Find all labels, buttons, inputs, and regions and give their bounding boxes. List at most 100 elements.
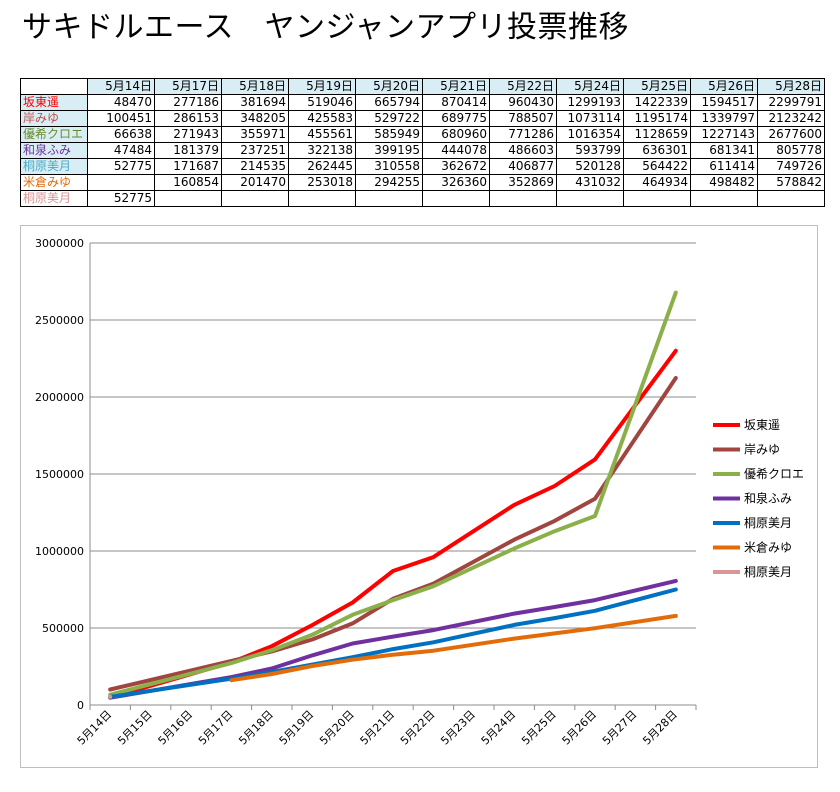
data-table: 5月14日 5月17日 5月18日 5月19日 5月20日 5月21日 5月22日 5月24日… xyxy=(20,78,825,207)
table-cell: 805778 xyxy=(757,142,825,159)
x-tick-label: 5月16日 xyxy=(156,708,196,748)
y-tick-label: 2000000 xyxy=(35,391,84,404)
y-tick-label: 2500000 xyxy=(35,314,84,327)
table-cell: 749726 xyxy=(757,158,825,175)
table-date-header: 5月28日 xyxy=(757,78,825,95)
table-cell: 689775 xyxy=(422,110,490,127)
table-cell: 253018 xyxy=(288,174,356,191)
x-tick-label: 5月15日 xyxy=(115,708,155,748)
table-cell: 788507 xyxy=(489,110,557,127)
series-line xyxy=(108,578,678,700)
table-cell: 2123242 xyxy=(757,110,825,127)
table-date-header: 5月21日 xyxy=(422,78,490,95)
table-cell xyxy=(288,190,356,207)
series-line xyxy=(229,613,678,683)
table-row-name: 岸みゆ xyxy=(20,110,88,127)
table-date-header: 5月14日 xyxy=(87,78,155,95)
table-cell: 294255 xyxy=(355,174,423,191)
table-cell: 406877 xyxy=(489,158,557,175)
table-row: 桐原美月 52775 171687 214535 262445 310558 362672 4… xyxy=(20,158,825,175)
table-row-name: 坂東遥 xyxy=(20,94,88,111)
legend-label: 米倉みゆ xyxy=(744,540,792,555)
x-tick-label: 5月18日 xyxy=(236,708,276,748)
table-cell: 326360 xyxy=(422,174,490,191)
legend-label: 岸みゆ xyxy=(744,443,780,457)
table-cell xyxy=(154,190,222,207)
x-tick-label: 5月28日 xyxy=(640,708,680,748)
table-cell: 681341 xyxy=(690,142,758,159)
table-row-name: 米倉みゆ xyxy=(20,174,88,191)
table-cell: 1073114 xyxy=(556,110,624,127)
table-cell: 322138 xyxy=(288,142,356,159)
table-date-header: 5月19日 xyxy=(288,78,356,95)
table-cell: 611414 xyxy=(690,158,758,175)
y-tick-label: 1500000 xyxy=(35,468,84,481)
table-cell: 201470 xyxy=(221,174,289,191)
table-row: 坂東遥 48470 277186 381694 519046 665794 870414 96… xyxy=(20,94,825,111)
table-cell: 486603 xyxy=(489,142,557,159)
table-row-name: 桐原美月 xyxy=(20,190,88,207)
x-tick-label: 5月14日 xyxy=(75,708,115,748)
table-cell: 529722 xyxy=(355,110,423,127)
table-cell: 381694 xyxy=(221,94,289,111)
table-cell: 1128659 xyxy=(623,126,691,143)
table-cell xyxy=(221,190,289,207)
table-cell: 585949 xyxy=(355,126,423,143)
series-lines xyxy=(108,290,678,700)
table-cell xyxy=(87,174,155,191)
page-title: サキドルエース ヤンジャンアプリ投票推移 xyxy=(22,10,629,45)
x-tick-label: 5月24日 xyxy=(479,708,519,748)
table-cell xyxy=(757,190,825,207)
line-chart: 0 500000 1000000 1500000 2000000 2500000 30000… xyxy=(35,237,804,748)
table-row: 優希クロエ 66638 271943 355971 455561 585949 680960… xyxy=(20,126,825,143)
table-cell: 680960 xyxy=(422,126,490,143)
table-cell: 960430 xyxy=(489,94,557,111)
legend-label: 桐原美月 xyxy=(744,565,792,579)
table-cell: 464934 xyxy=(623,174,691,191)
table-header-row: 5月14日 5月17日 5月18日 5月19日 5月20日 5月21日 5月22日 5月24日… xyxy=(20,78,825,95)
table-cell: 593799 xyxy=(556,142,624,159)
table-cell: 2677600 xyxy=(757,126,825,143)
series-line xyxy=(108,587,678,699)
table-cell: 1016354 xyxy=(556,126,624,143)
table-cell xyxy=(355,190,423,207)
table-cell: 286153 xyxy=(154,110,222,127)
x-tick-label: 5月20日 xyxy=(317,708,357,748)
legend-label: 和泉ふみ xyxy=(744,492,792,506)
table-cell: 1227143 xyxy=(690,126,758,143)
table-cell: 636301 xyxy=(623,142,691,159)
table-cell xyxy=(556,190,624,207)
table-cell: 399195 xyxy=(355,142,423,159)
table-cell: 47484 xyxy=(87,142,155,159)
table-row-name: 桐原美月 xyxy=(20,158,88,175)
y-tick-label: 0 xyxy=(77,699,84,712)
table-cell: 455561 xyxy=(288,126,356,143)
table-cell: 271943 xyxy=(154,126,222,143)
table-cell: 277186 xyxy=(154,94,222,111)
table-cell: 160854 xyxy=(154,174,222,191)
table-cell: 1299193 xyxy=(556,94,624,111)
x-tick-label: 5月25日 xyxy=(519,708,559,748)
x-tick-label: 5月27日 xyxy=(600,708,640,748)
legend-label: 坂東遥 xyxy=(744,418,780,432)
table-cell: 171687 xyxy=(154,158,222,175)
table-cell xyxy=(422,190,490,207)
table-date-header: 5月18日 xyxy=(221,78,289,95)
table-cell: 665794 xyxy=(355,94,423,111)
y-tick-label: 3000000 xyxy=(35,237,84,250)
table-cell: 237251 xyxy=(221,142,289,159)
table-cell: 444078 xyxy=(422,142,490,159)
y-tick-label: 500000 xyxy=(42,622,84,635)
table-cell: 519046 xyxy=(288,94,356,111)
x-tick-label: 5月23日 xyxy=(438,708,478,748)
table-date-header: 5月26日 xyxy=(690,78,758,95)
table-cell: 48470 xyxy=(87,94,155,111)
table-cell: 498482 xyxy=(690,174,758,191)
table-row: 米倉みゆ 160854 201470 253018 294255 326360 352869… xyxy=(20,174,825,191)
chart-frame xyxy=(20,225,818,768)
series-point xyxy=(108,694,113,699)
table-row: 岸みゆ 100451 286153 348205 425583 529722 689775 7… xyxy=(20,110,825,127)
y-tick-label: 1000000 xyxy=(35,545,84,558)
table-date-header: 5月25日 xyxy=(623,78,691,95)
